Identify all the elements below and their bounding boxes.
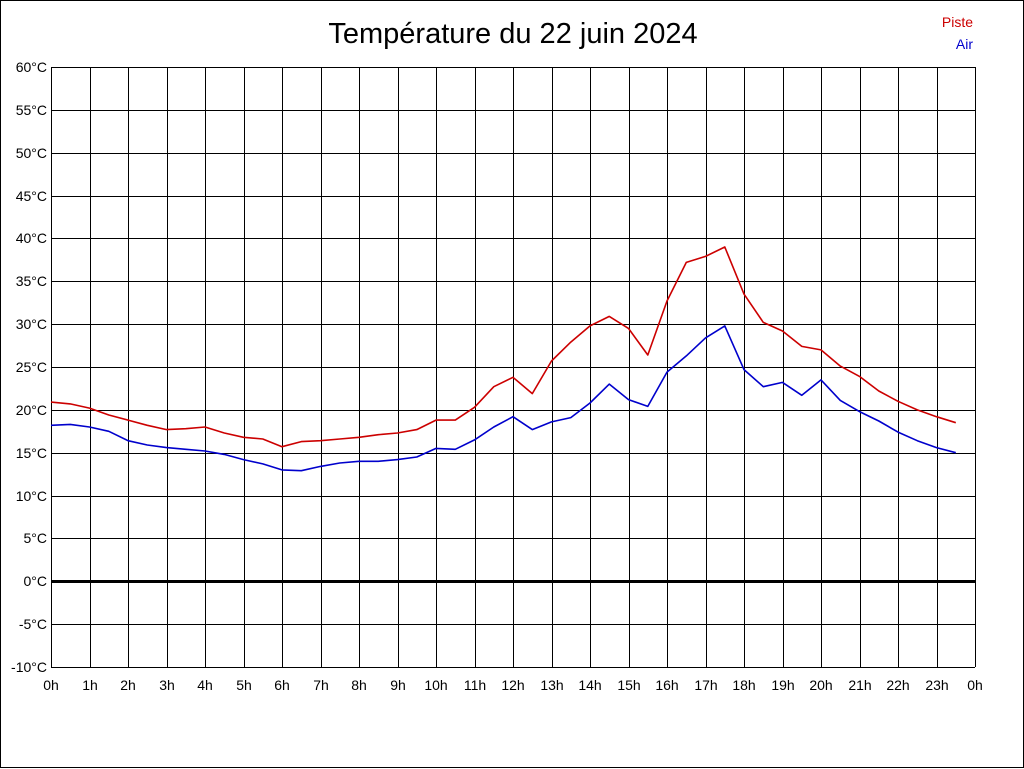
y-tick-label: 35°C [16, 273, 47, 289]
x-tick-label: 14h [578, 677, 601, 693]
x-tick-label: 20h [809, 677, 832, 693]
x-tick-label: 6h [274, 677, 290, 693]
y-tick-label: -10°C [11, 659, 47, 675]
x-tick-label: 8h [351, 677, 367, 693]
y-tick-label: 50°C [16, 145, 47, 161]
y-tick-label: 25°C [16, 359, 47, 375]
y-tick-label: 0°C [24, 573, 48, 589]
x-tick-label: 0h [43, 677, 59, 693]
y-tick-label: 20°C [16, 402, 47, 418]
x-tick-label: 1h [82, 677, 98, 693]
y-tick-label: 55°C [16, 102, 47, 118]
x-tick-label: 23h [925, 677, 948, 693]
x-tick-label: 4h [197, 677, 213, 693]
x-tick-label: 18h [732, 677, 755, 693]
x-tick-label: 19h [771, 677, 794, 693]
y-tick-label: 10°C [16, 488, 47, 504]
x-tick-label: 15h [617, 677, 640, 693]
x-tick-label: 12h [501, 677, 524, 693]
y-tick-label: 15°C [16, 445, 47, 461]
x-tick-label: 9h [390, 677, 406, 693]
x-tick-label: 22h [886, 677, 909, 693]
x-tick-label: 5h [236, 677, 252, 693]
legend-piste: Piste [941, 14, 973, 30]
x-tick-label: 2h [120, 677, 136, 693]
chart-title: Température du 22 juin 2024 [328, 18, 698, 50]
series-line-piste [50, 246, 957, 448]
legend-air: Air [955, 36, 973, 52]
x-tick-label: 10h [424, 677, 447, 693]
y-tick-label: 45°C [16, 188, 47, 204]
y-tick-label: 5°C [24, 530, 48, 546]
x-tick-label: 11h [464, 677, 486, 693]
x-tick-label: 16h [655, 677, 678, 693]
x-tick-label: 17h [694, 677, 717, 693]
x-tick-label: 21h [848, 677, 871, 693]
x-tick-label: 7h [313, 677, 329, 693]
y-tick-label: 40°C [16, 230, 47, 246]
x-tick-label: 0h [967, 677, 983, 693]
series-line-air [50, 325, 957, 472]
x-tick-label: 3h [159, 677, 175, 693]
y-tick-label: 30°C [16, 316, 47, 332]
x-tick-label: 13h [540, 677, 563, 693]
y-tick-label: 60°C [16, 59, 47, 75]
y-tick-label: -5°C [19, 616, 47, 632]
